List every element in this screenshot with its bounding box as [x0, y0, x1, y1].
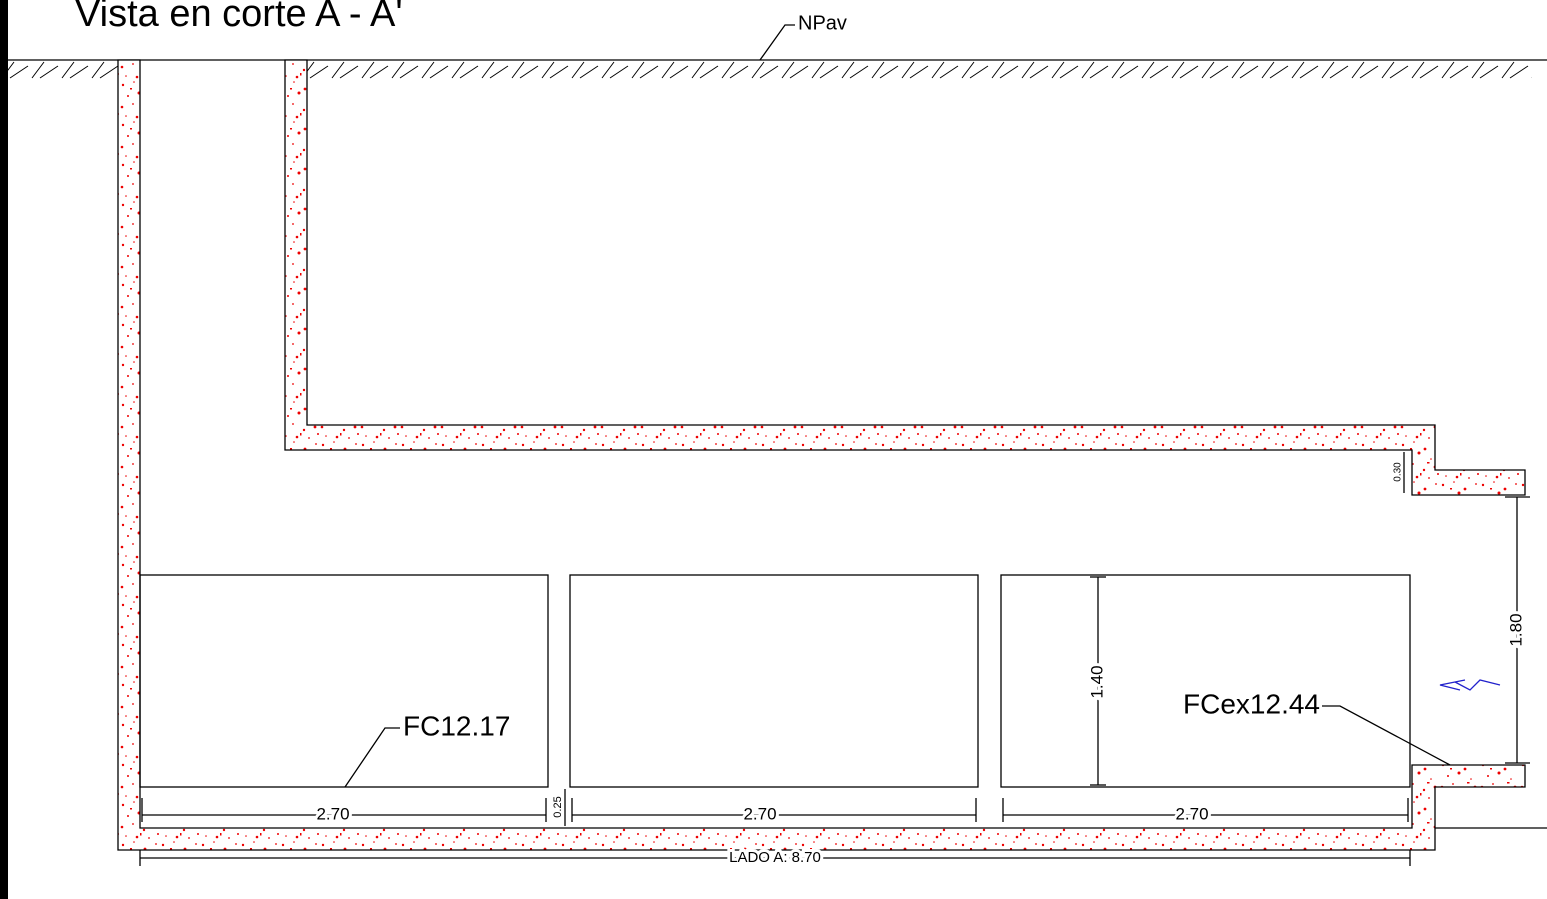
leader	[759, 24, 795, 61]
dimension-label: 0.30	[1393, 462, 1404, 482]
concrete-slab	[284, 59, 1526, 496]
frame-border	[0, 0, 8, 899]
ground-hatch	[8, 61, 118, 81]
drawing-title: Vista en corte A - A'	[75, 0, 403, 35]
dimension-label: 0.25	[552, 796, 564, 817]
npav-label: NPav	[798, 12, 847, 34]
box	[139, 574, 549, 788]
box	[569, 574, 979, 788]
dimension-lines	[139, 452, 1530, 866]
level-label: FC12.17	[403, 710, 510, 741]
ground-hatch	[307, 61, 1532, 81]
dimension-label: LADO A: 8.70	[729, 849, 821, 866]
dimension-label: 2.70	[1175, 804, 1208, 823]
dimension-label: 2.70	[743, 804, 776, 823]
box	[1000, 574, 1411, 788]
level-label: FCex12.44	[1183, 688, 1320, 719]
dimension-label: 2.70	[316, 804, 349, 823]
concrete-wall	[117, 59, 1526, 851]
dimension-label: 1.40	[1087, 665, 1106, 698]
dimension-label: 1.80	[1506, 613, 1525, 646]
